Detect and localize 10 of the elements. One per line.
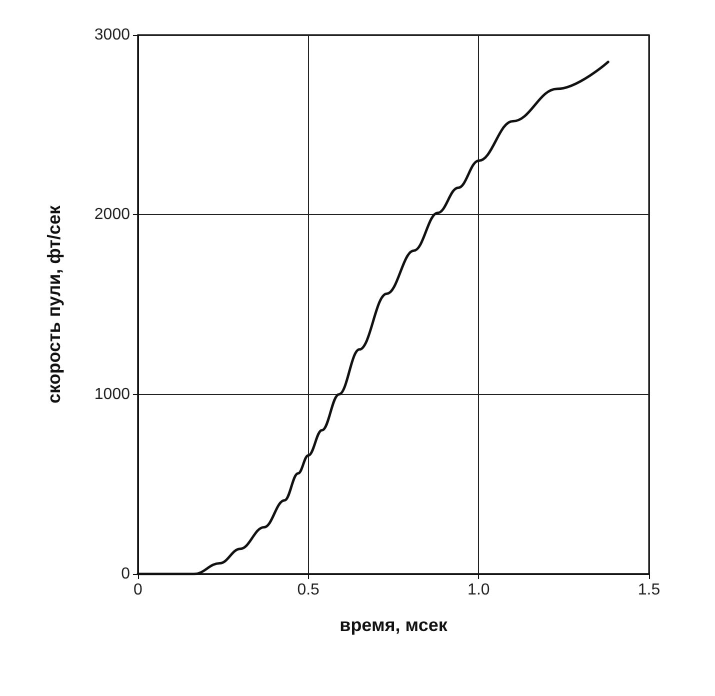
y-tick-label: 1000 bbox=[94, 386, 130, 403]
y-tick-label: 0 bbox=[121, 566, 130, 582]
y-axis-title: скорость пули, фт/сек bbox=[44, 204, 64, 404]
x-tick-label: 1.0 bbox=[468, 582, 490, 598]
x-axis-title: время, мсек bbox=[340, 615, 448, 635]
y-tick-label: 3000 bbox=[94, 26, 130, 44]
x-tick-label: 0.5 bbox=[297, 582, 320, 598]
x-tick-label: 0 bbox=[134, 582, 143, 598]
x-tick-label: 1.5 bbox=[638, 582, 660, 598]
y-tick-label: 2000 bbox=[94, 206, 130, 224]
